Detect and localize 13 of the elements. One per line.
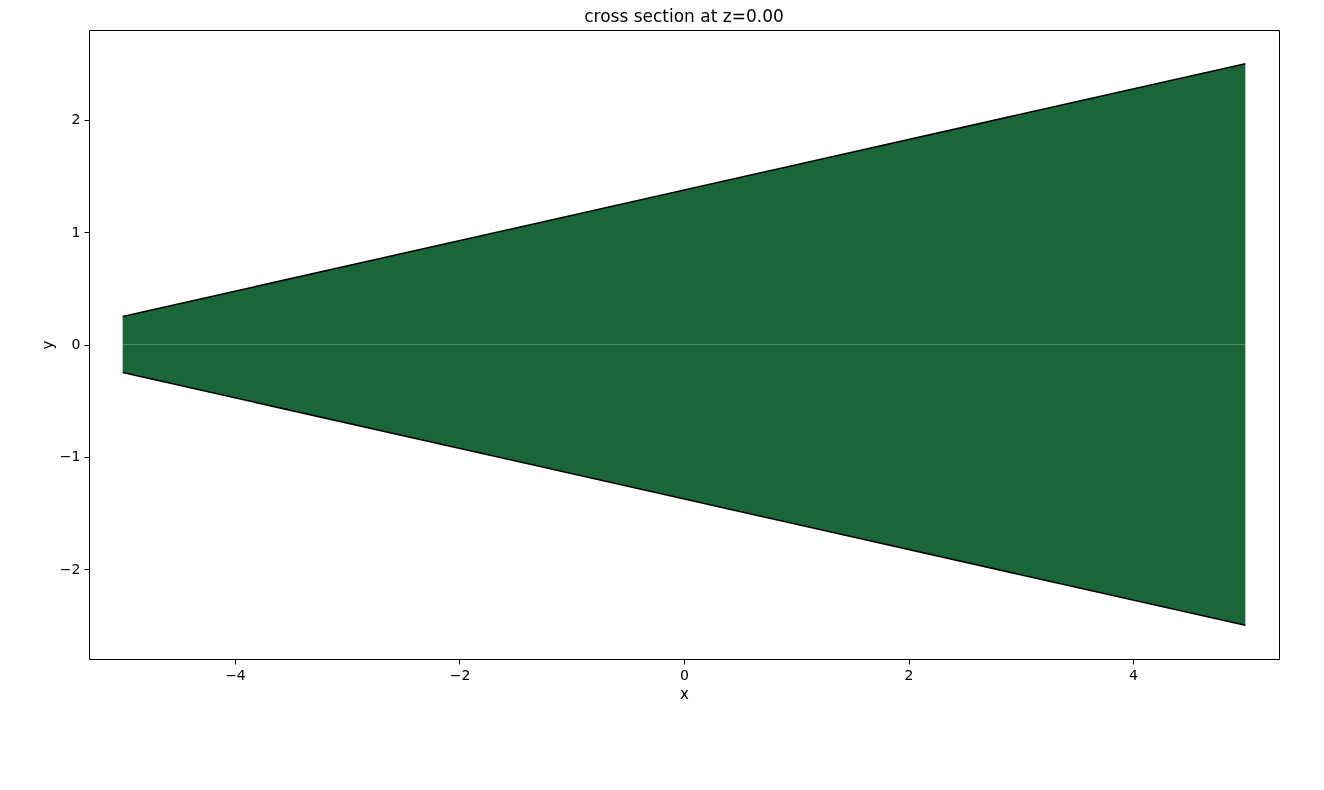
- x-tick-label: 2: [904, 666, 914, 683]
- y-tick-label: 2: [71, 111, 81, 128]
- y-tick-label: −2: [59, 560, 81, 577]
- y-tick-label: 0: [71, 336, 81, 352]
- y-tick-label: 1: [71, 223, 81, 240]
- x-tick-label: −4: [225, 666, 246, 683]
- y-tick-label: −1: [59, 448, 81, 465]
- x-tick-label: 4: [1129, 666, 1139, 683]
- x-axis-title: x: [680, 684, 690, 703]
- y-axis-title: y: [38, 340, 57, 350]
- x-tick-label: 0: [680, 666, 689, 683]
- chart-title: cross section at z=0.00: [584, 6, 784, 26]
- x-tick-label: −2: [449, 666, 471, 683]
